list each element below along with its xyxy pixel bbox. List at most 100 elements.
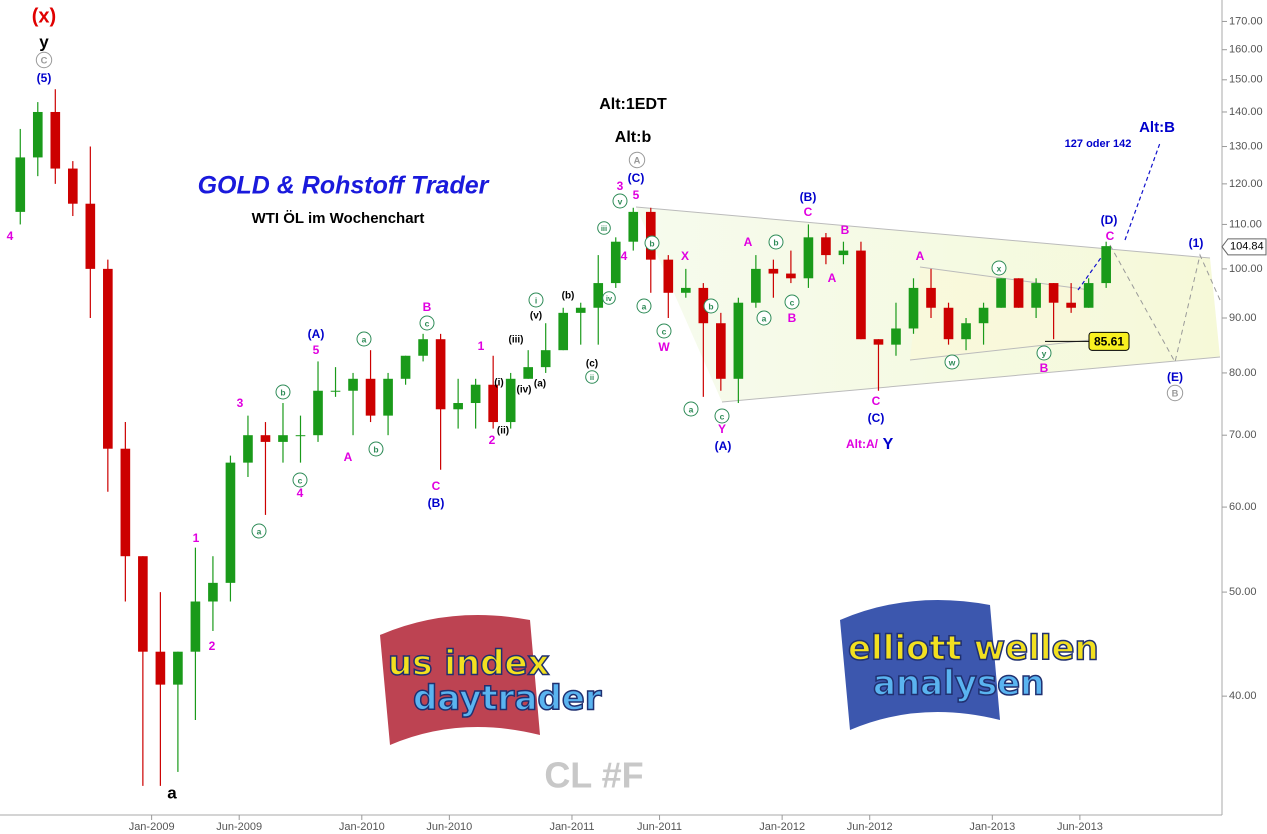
candle-body	[208, 582, 218, 602]
annotation: Alt:A/	[846, 437, 879, 451]
annotation-circle	[275, 384, 291, 400]
candle-body	[1066, 302, 1076, 308]
annotation: b	[708, 301, 713, 311]
annotation-circle	[251, 523, 267, 539]
annotation: y	[1042, 348, 1047, 358]
candle-body	[1013, 278, 1024, 308]
annotation: b	[773, 237, 778, 247]
annotation: W	[658, 340, 670, 354]
annotation: X	[681, 249, 689, 263]
annotation-circle	[991, 260, 1007, 276]
annotation: 4	[7, 229, 14, 243]
candle-body	[173, 651, 183, 685]
x-tick-label: Jan-2013	[969, 821, 1015, 833]
annotation: (C)	[628, 171, 645, 185]
candle-body	[751, 268, 761, 303]
annotation: (5)	[37, 71, 52, 85]
annotation: C	[804, 205, 813, 219]
annotation-circle	[768, 234, 784, 250]
annotation: (ii)	[497, 426, 509, 437]
candle-body	[733, 302, 744, 379]
annotation-circle	[612, 193, 628, 209]
annotation: (A)	[308, 327, 325, 341]
inner-triangle-area	[910, 267, 1090, 360]
annotation: a	[642, 301, 647, 311]
y-tick-label: 120.00	[1229, 178, 1263, 190]
candle-body	[453, 403, 463, 410]
logo-text: us index	[388, 644, 550, 684]
candle-body	[680, 287, 691, 293]
candle-body	[996, 278, 1006, 308]
annotation: 5	[633, 188, 640, 202]
annotation: b	[373, 444, 378, 454]
last-price-label: 104.84	[1230, 241, 1264, 253]
annotation-circle	[356, 331, 372, 347]
candle-body	[138, 556, 148, 652]
candle-body	[1101, 246, 1111, 284]
level-label: 85.61	[1094, 334, 1124, 348]
annotation-circle	[636, 298, 652, 314]
chart-subtitle: WTI ÖL im Wochenchart	[252, 210, 425, 227]
candle-body	[85, 203, 96, 269]
candle-body	[610, 241, 621, 284]
annotation: c	[298, 475, 303, 485]
annotation: iv	[606, 294, 613, 303]
annotation-circle	[528, 292, 544, 308]
candle-body	[716, 323, 726, 379]
annotation: 3	[237, 396, 244, 410]
annotation-circle	[756, 310, 772, 326]
x-tick-label: Jun-2009	[216, 821, 262, 833]
annotation: A	[344, 450, 353, 464]
annotation: (D)	[1101, 213, 1118, 227]
candle-body	[470, 384, 481, 404]
candle-body	[786, 273, 796, 279]
y-tick-label: 150.00	[1229, 74, 1263, 86]
candle-body	[225, 462, 236, 583]
annotation-circle	[784, 294, 800, 310]
candle-body	[523, 367, 534, 379]
annotations: (x)yC(5)4a123abc4(A)5aAbBcC(B)12(i)(ii)(…	[7, 5, 1204, 802]
annotation: y	[39, 32, 49, 51]
y-tick-label: 40.00	[1229, 690, 1257, 702]
annotation: (B)	[800, 190, 817, 204]
annotation: a	[689, 404, 694, 414]
candle-body	[1031, 283, 1041, 308]
annotation: (b)	[562, 291, 575, 302]
x-tick-label: Jan-2011	[549, 821, 594, 833]
annotation: (v)	[530, 311, 542, 322]
candle-body	[155, 651, 166, 685]
candle-body	[663, 259, 674, 293]
candle-body	[190, 601, 201, 652]
annotation: C	[432, 479, 441, 493]
y-tick-label: 70.00	[1229, 429, 1257, 441]
annotation: w	[948, 357, 956, 367]
candle-body	[243, 435, 253, 463]
logo-flag	[840, 600, 1000, 730]
x-tick-label: Jun-2012	[847, 821, 893, 833]
annotation: a	[257, 526, 262, 536]
logo-text: elliott wellen	[848, 629, 1099, 669]
annotation-circle	[585, 370, 599, 384]
annotation: A	[744, 235, 753, 249]
level-box	[1088, 331, 1130, 351]
annotation: 4	[621, 249, 628, 263]
candle-body	[803, 237, 814, 279]
annotation: ii	[590, 373, 594, 382]
y-tick-label: 160.00	[1229, 44, 1263, 56]
candle-body	[838, 250, 849, 256]
x-tick-label: Jan-2012	[759, 821, 805, 833]
candle-body	[15, 157, 26, 212]
candle-body	[348, 378, 358, 391]
candle-body	[365, 378, 376, 416]
annotation: 4	[297, 486, 304, 500]
candle-body	[295, 435, 306, 437]
annotation: c	[425, 318, 430, 328]
annotation: a	[167, 783, 177, 802]
annotation: (1)	[1189, 236, 1204, 250]
annotation: 1	[193, 531, 200, 545]
annotation: B	[423, 300, 432, 314]
annotation-circle	[602, 291, 616, 305]
annotation-circle	[35, 51, 53, 69]
annotation-circle	[292, 472, 308, 488]
annotation: Alt:1EDT	[599, 96, 667, 113]
